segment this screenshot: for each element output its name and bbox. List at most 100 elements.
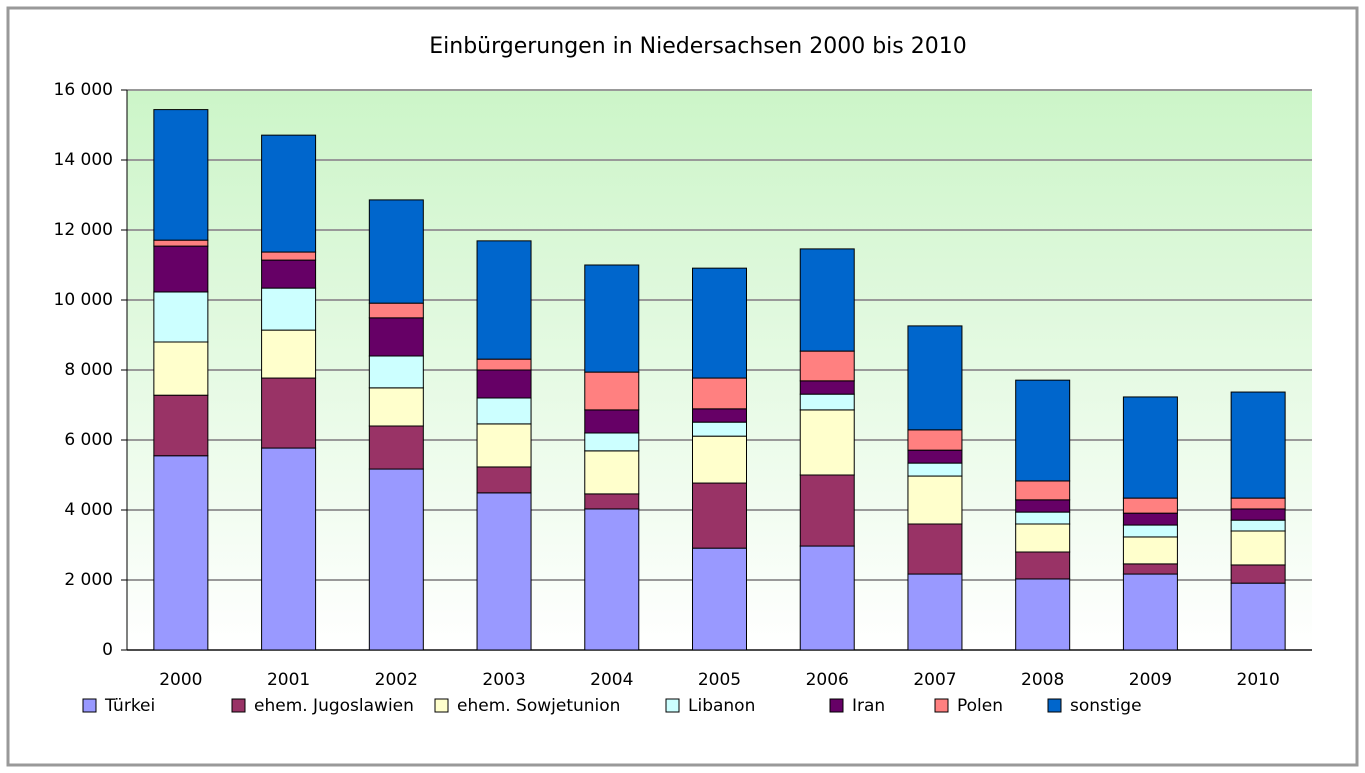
bar-segment [476,492,532,651]
bar-segment [368,387,424,427]
legend-label: Türkei [104,696,155,716]
bar-segment [1230,564,1286,584]
bar-segment [1122,536,1178,565]
legend-swatch [934,698,949,713]
legend-swatch [82,698,97,713]
x-tick-label: 2010 [1237,670,1280,690]
bar-segment [799,393,855,411]
bar-segment [1230,497,1286,510]
bar-segment [799,248,855,352]
bar-segment [1015,499,1071,513]
bar-segment [584,508,640,651]
bar-segment [261,259,317,289]
bar-segment [1122,512,1178,526]
bar-segment [907,462,963,477]
bar-segment [799,380,855,395]
bar-segment [692,482,747,549]
bar-segment [1015,551,1071,580]
bar-segment [368,302,424,319]
x-tick-label: 2009 [1129,670,1172,690]
bar-segment [153,245,209,293]
bar-segment [1230,519,1286,532]
x-tick-label: 2005 [698,670,741,690]
bar-segment [799,474,855,547]
bar-segment [1015,379,1071,482]
bar-segment [476,369,532,399]
bar-segment [1230,391,1286,499]
bar-segment [261,329,317,379]
y-tick-label: 2 000 [64,570,113,590]
bar-segment [1015,511,1071,525]
x-tick-label: 2006 [806,670,849,690]
bar-segment [261,251,317,261]
bar-segment [153,291,209,343]
bar-segment [1122,524,1178,538]
bar-segment [584,371,640,411]
legend-label: Iran [852,696,885,716]
y-tick-label: 8 000 [64,360,113,380]
bar-segment [261,134,317,253]
legend-label: sonstige [1070,696,1142,716]
bar-segment [368,468,424,651]
chart-title: Einbürgerungen in Niedersachsen 2000 bis… [429,34,967,59]
y-tick-label: 6 000 [64,430,113,450]
y-tick-label: 0 [102,640,113,660]
bar-segment [1122,563,1178,575]
legend-swatch [829,698,844,713]
y-tick-label: 14 000 [54,150,113,170]
bar-segment [1015,480,1071,501]
bar-segment [1122,396,1178,499]
y-tick-label: 12 000 [54,220,113,240]
x-tick-label: 2004 [590,670,633,690]
legend-label: ehem. Jugoslawien [254,696,414,716]
bar-segment [799,409,855,476]
bar-segment [692,408,747,423]
bar-segment [476,397,532,425]
bar-segment [907,475,963,525]
bar-segment [153,341,209,396]
bar-segment [907,449,963,464]
bar-segment [692,547,747,651]
x-tick-label: 2008 [1021,670,1064,690]
bar-segment [907,325,963,431]
x-tick-label: 2003 [482,670,525,690]
legend-label: ehem. Sowjetunion [457,696,620,716]
bar-segment [1122,573,1178,651]
bar-segment [907,429,963,451]
bar-segment [1015,523,1071,553]
bar-segment [799,350,855,382]
legend-label: Libanon [688,696,755,716]
bar-segment [368,425,424,470]
bar-segment [261,447,317,651]
bar-segment [261,287,317,331]
bar-segment [368,199,424,304]
bar-segment [1230,582,1286,651]
bar-segment [692,267,747,379]
bar-segment [1230,530,1286,566]
x-tick-label: 2001 [267,670,310,690]
bar-segment [584,432,640,452]
bar-segment [153,109,209,241]
bar-segment [261,377,317,449]
bar-segment [584,493,640,510]
legend-swatch [231,698,246,713]
legend-swatch [665,698,680,713]
x-tick-label: 2000 [159,670,202,690]
bar-segment [153,394,209,457]
y-tick-label: 4 000 [64,500,113,520]
y-tick-label: 10 000 [54,290,113,310]
bar-segment [584,409,640,434]
x-tick-label: 2007 [913,670,956,690]
bar-segment [1015,578,1071,651]
bar-segment [476,466,532,494]
bar-segment [907,523,963,575]
bar-segment [584,264,640,373]
bar-segment [692,377,747,410]
bar-segment [584,450,640,495]
bar-segment [153,239,209,247]
bar-segment [799,545,855,651]
bar-segment [692,435,747,484]
y-tick-label: 16 000 [54,80,113,100]
bar-segment [476,358,532,371]
